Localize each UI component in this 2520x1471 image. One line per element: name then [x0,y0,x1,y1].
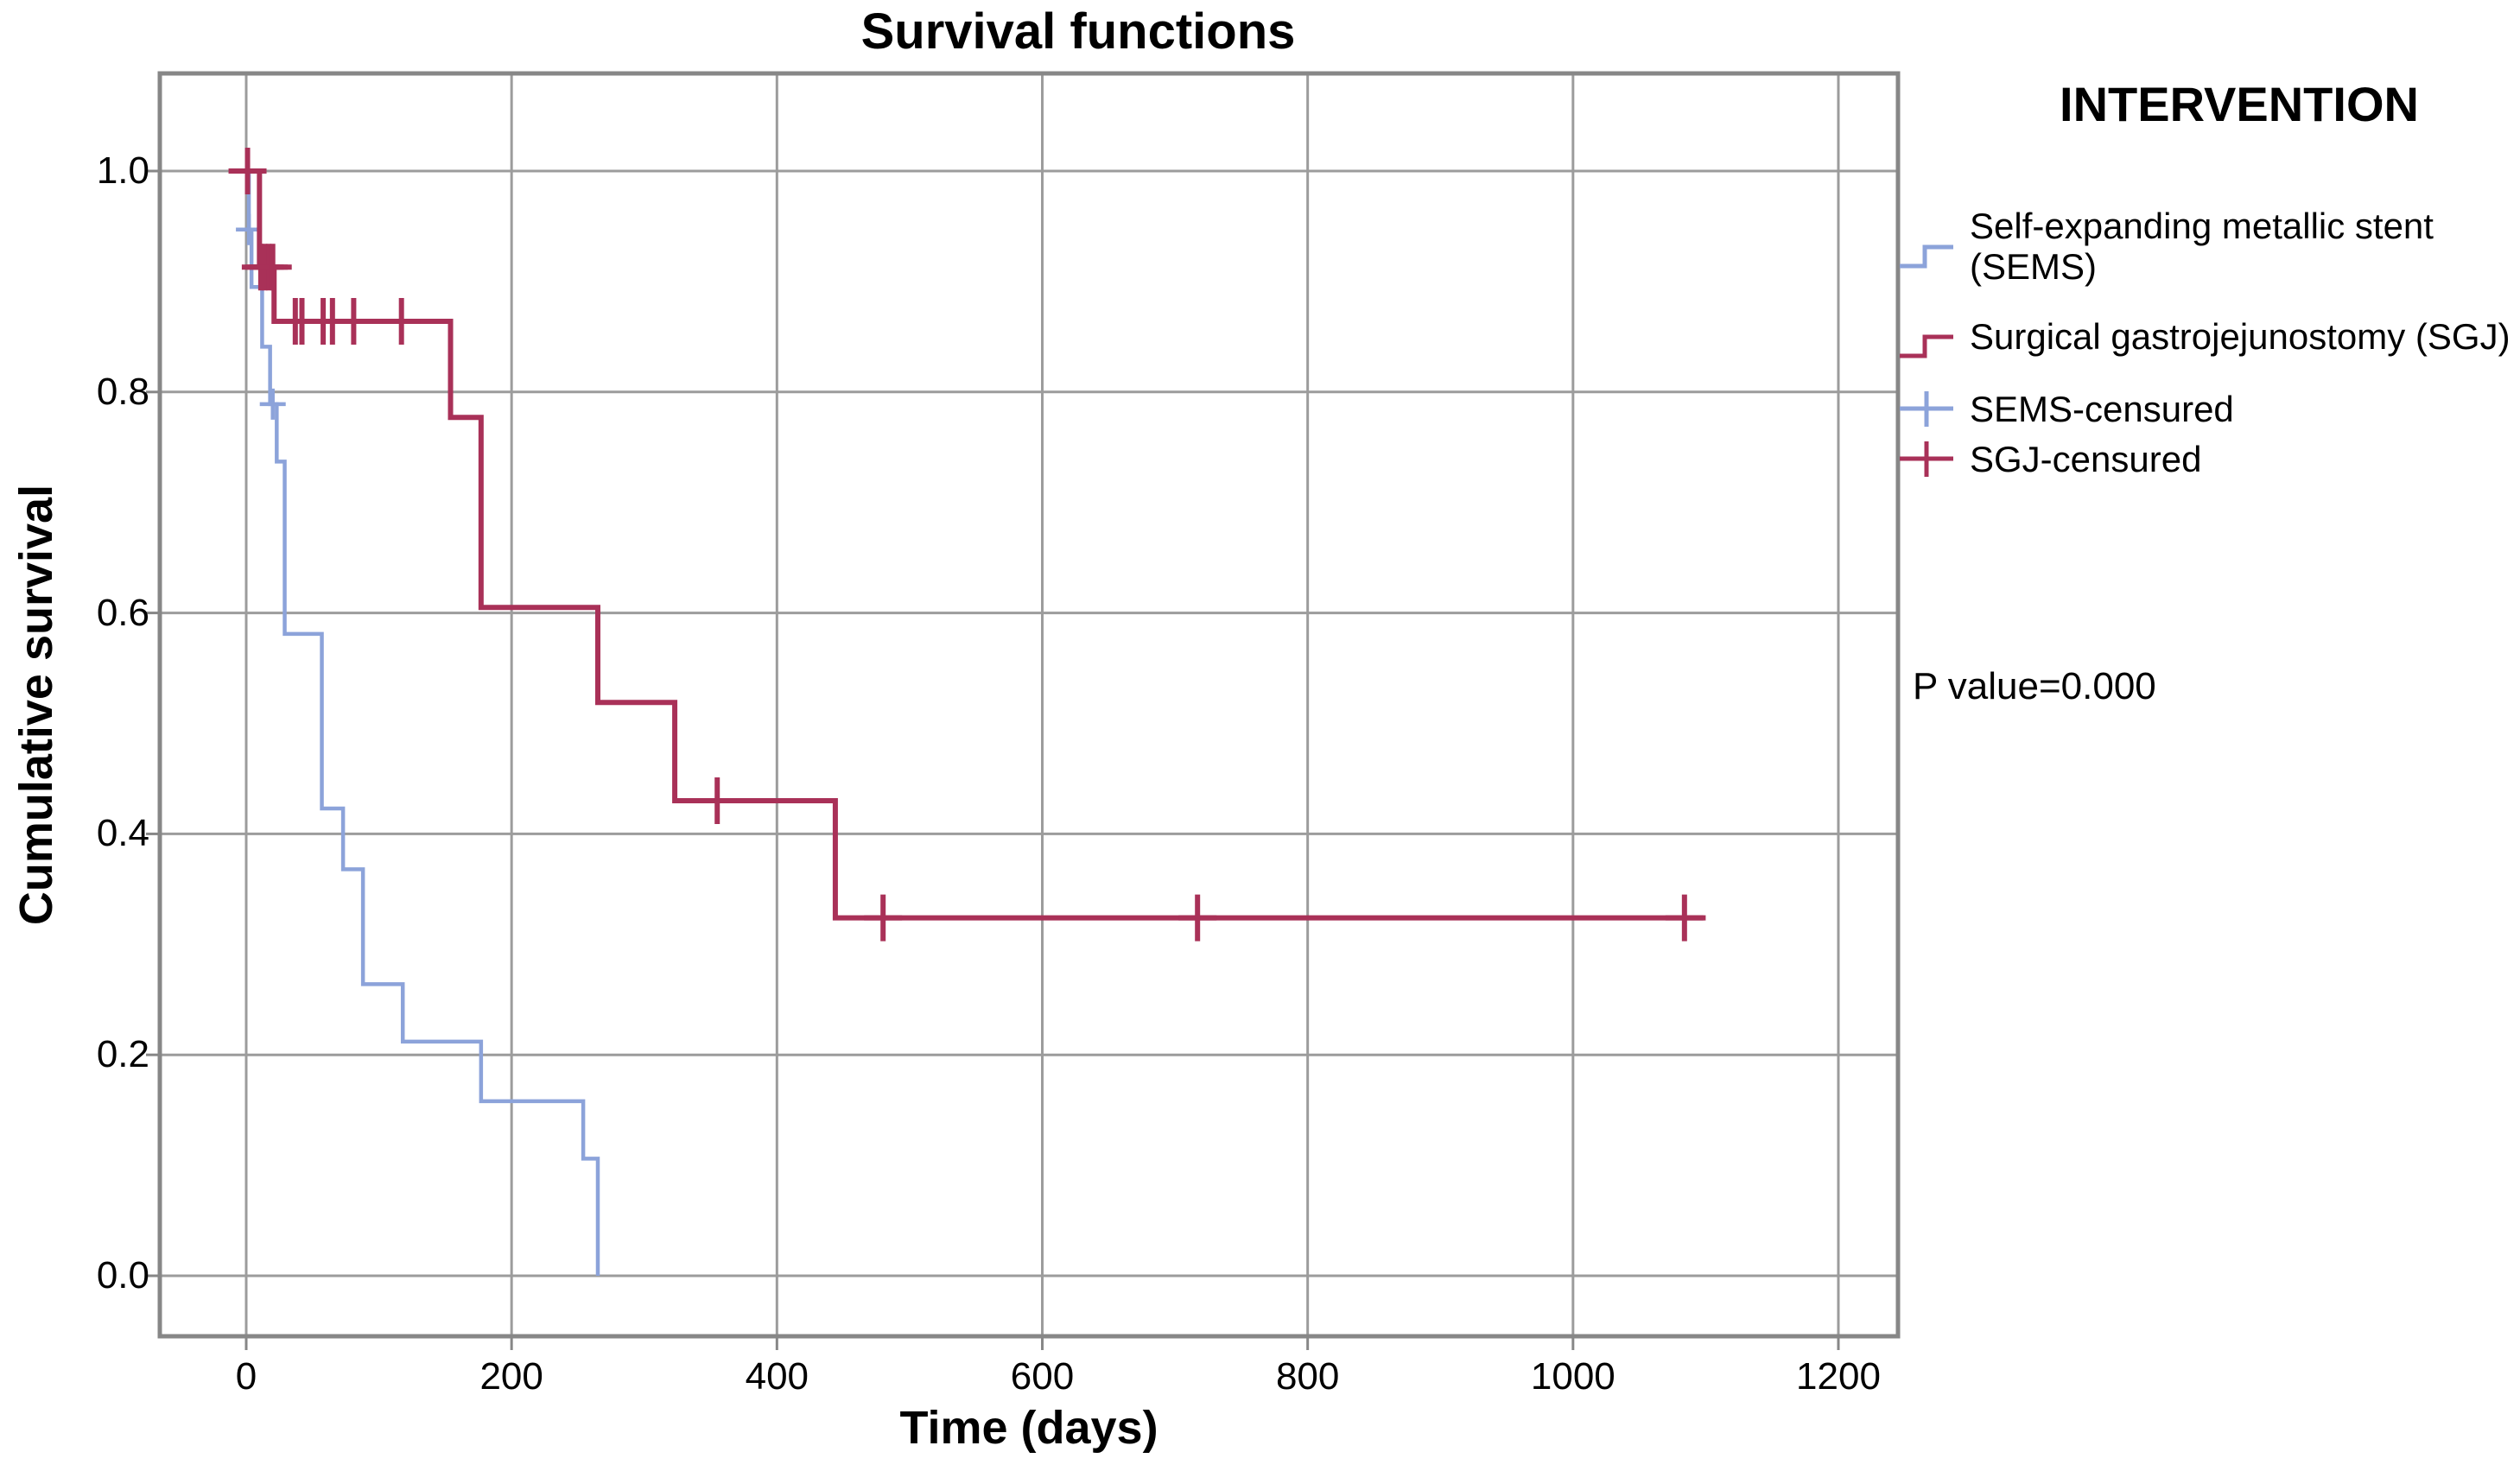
x-tick-label: 1000 [1530,1355,1615,1398]
x-tick-label: 800 [1275,1355,1340,1398]
y-tick-label: 1.0 [96,149,149,192]
sgj-survival-curve [246,168,1706,921]
y-tick-label: 0.6 [96,591,149,634]
y-tick-label: 0.8 [96,370,149,413]
sems-step-line-icon [1897,206,1970,287]
x-axis-title: Time (days) [899,1402,1158,1454]
legend-item-label: Self-expanding metallic stent (SEMS) [1970,206,2434,287]
x-tick-label: 0 [235,1355,257,1398]
legend-item-sgj-censured: SGJ-censured [1897,439,2519,479]
sems-survival-curve [246,168,600,1276]
y-tick-label: 0.2 [96,1033,149,1076]
x-tick-label: 600 [1010,1355,1075,1398]
legend-item-sems: Self-expanding metallic stent (SEMS) [1897,206,2519,287]
legend-item-label: Surgical gastrojejunostomy (SGJ) [1970,315,2510,357]
plot-frame [157,71,1901,1339]
y-axis-title: Cumulative survival [10,484,62,926]
x-tick-label: 200 [479,1355,543,1398]
sems-censor-plus-icon [1897,389,1970,429]
sgj-censor-plus-icon [1897,439,1970,479]
legend-item-label: SEMS-censured [1970,389,2234,429]
legend-item-sgj: Surgical gastrojejunostomy (SGJ) [1897,295,2519,377]
y-tick-label: 0.0 [96,1254,149,1297]
sgj-step-line-icon [1897,295,1970,377]
legend-item-label: SGJ-censured [1970,439,2202,479]
legend-item-sems-censured: SEMS-censured [1897,389,2519,429]
chart-title: Survival functions [860,3,1296,60]
x-tick-label: 400 [745,1355,809,1398]
legend-title: INTERVENTION [2060,77,2419,131]
x-tick-label: 1200 [1796,1355,1881,1398]
y-tick-label: 0.4 [96,812,149,855]
p-value-annotation: P value=0.000 [1913,665,2156,707]
